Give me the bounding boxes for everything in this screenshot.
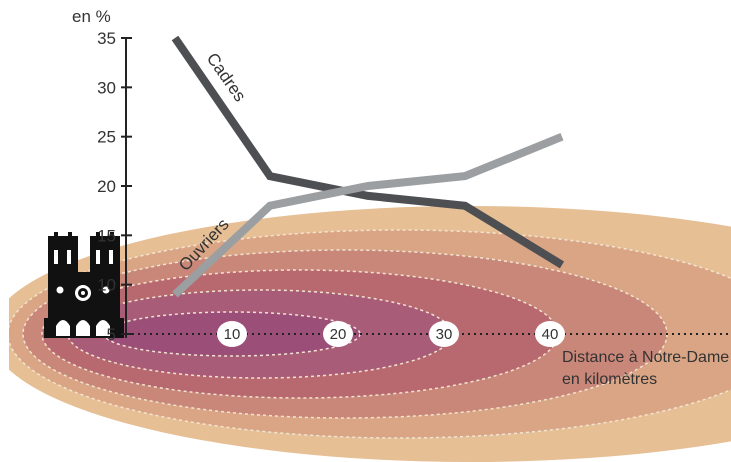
distance-marker-label: 20 xyxy=(330,326,347,343)
distance-marker-bubble xyxy=(323,321,353,347)
distance-marker-label: 40 xyxy=(542,326,559,343)
x-axis-title-line-1: Distance à Notre-Dame xyxy=(562,349,729,366)
y-axis-unit-label: en % xyxy=(72,7,111,26)
distance-marker-bubble xyxy=(217,321,247,347)
notre-dame-cathedral-icon xyxy=(44,232,124,338)
series-line-cadres xyxy=(171,35,565,269)
series-line-ouvriers xyxy=(172,132,564,298)
y-tick-label: 15 xyxy=(97,226,116,245)
y-tick-label: 25 xyxy=(97,128,116,147)
distance-marker-label: 30 xyxy=(436,326,453,343)
distance-marker-bubble xyxy=(535,321,565,347)
y-tick-label: 20 xyxy=(97,177,116,196)
distance-marker-label: 10 xyxy=(224,326,241,343)
distance-marker-bubble xyxy=(429,321,459,347)
x-axis-title-line-2: en kilomètres xyxy=(562,371,657,388)
y-tick-label: 10 xyxy=(97,276,116,295)
distance-markers: 10 20 30 40 xyxy=(217,321,565,347)
series-label-cadres: Cadres xyxy=(203,49,250,105)
y-tick-label: 30 xyxy=(97,78,116,97)
y-tick-label: 5 xyxy=(107,325,116,344)
y-axis: 5 10 15 20 25 30 35 xyxy=(97,29,132,344)
y-tick-label: 35 xyxy=(97,29,116,48)
